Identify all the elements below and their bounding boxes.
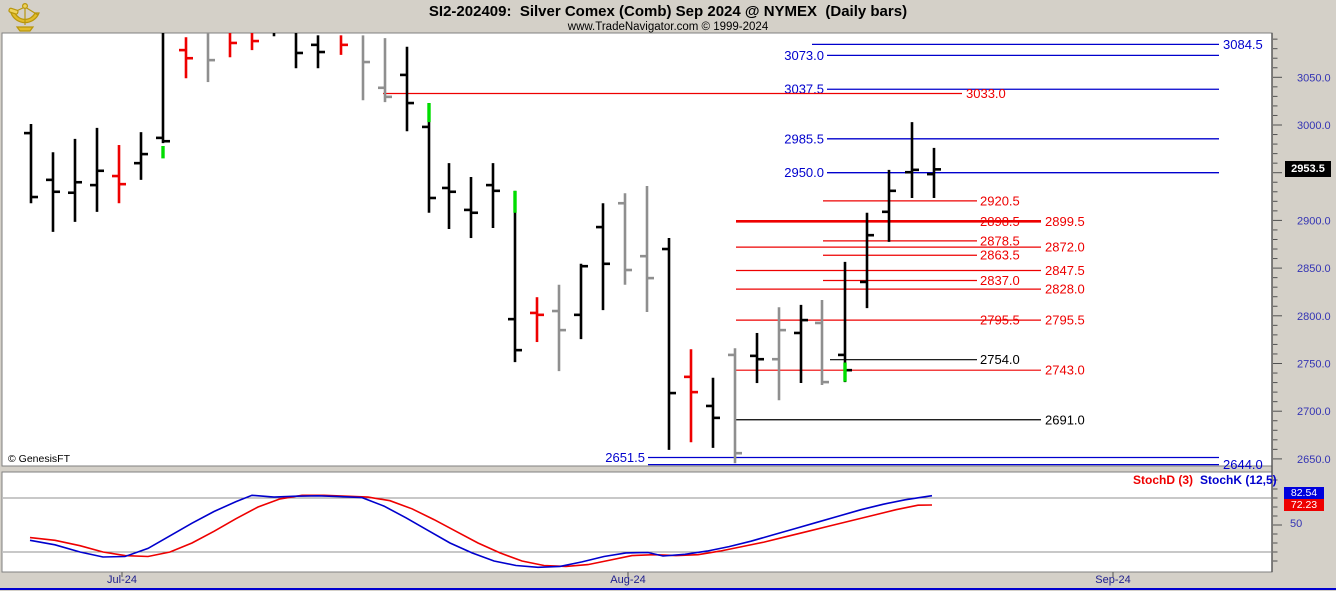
- price-bar: [228, 33, 237, 58]
- level-label: 2950.0: [784, 165, 824, 180]
- bottom-accent-line: [0, 588, 1336, 590]
- price-panel[interactable]: [1, 32, 1273, 467]
- date-axis-label: Jul-24: [107, 574, 137, 586]
- price-bar: [596, 203, 610, 311]
- price-bar: [684, 349, 698, 443]
- level-label: 2651.5: [605, 450, 645, 465]
- current-price-badge: 2953.5: [1285, 161, 1331, 177]
- price-bar: [530, 297, 544, 343]
- level-label: 2985.5: [784, 131, 824, 146]
- price-bar: [24, 124, 38, 204]
- price-bar: [838, 261, 852, 383]
- chart-title: SI2-202409: Silver Comex (Comb) Sep 2024…: [428, 3, 908, 20]
- sextant-icon: [8, 2, 40, 32]
- price-bar: [618, 193, 632, 285]
- price-bar: [442, 163, 456, 229]
- price-bar: [68, 138, 82, 222]
- price-axis-tick-label: 2850.0: [1297, 263, 1331, 275]
- price-bar: [794, 304, 808, 384]
- stoch-panel[interactable]: [1, 471, 1273, 573]
- chart-subtitle: www.TradeNavigator.com © 1999-2024: [567, 21, 769, 33]
- level-label: 2754.0: [980, 352, 1020, 367]
- price-bar: [206, 33, 215, 83]
- price-bar: [728, 348, 742, 464]
- price-bar: [662, 238, 676, 450]
- price-bar: [772, 307, 786, 401]
- price-bar: [250, 33, 259, 51]
- price-axis-tick-label: 2800.0: [1297, 311, 1331, 323]
- price-bar: [400, 46, 414, 132]
- price-axis-tick-label: 2650.0: [1297, 454, 1331, 466]
- price-bar: [361, 35, 370, 101]
- price-bar: [882, 169, 896, 242]
- level-label: 2847.5: [1045, 263, 1085, 278]
- level-label: 2898.5: [980, 214, 1020, 229]
- price-bar: [294, 33, 303, 69]
- stochd-value-badge: 72.23: [1284, 499, 1324, 511]
- price-bar: [905, 122, 919, 198]
- level-label: 2878.5: [980, 233, 1020, 248]
- level-label: 2828.0: [1045, 282, 1085, 297]
- genesis-copyright: © GenesisFT: [8, 453, 71, 465]
- level-label: 2795.5: [980, 313, 1020, 328]
- price-bar: [46, 152, 60, 232]
- level-label: 2837.0: [980, 273, 1020, 288]
- stoch-mid-tick-label: 50: [1290, 518, 1303, 530]
- stoch-panel-content: [3, 479, 1282, 569]
- stochd-legend-label: StochD (3): [1133, 473, 1193, 487]
- price-bar: [706, 377, 720, 448]
- level-label: 2920.5: [980, 193, 1020, 208]
- level-label: 2691.0: [1045, 412, 1085, 427]
- level-label: 3084.5: [1223, 37, 1263, 52]
- price-bar: [112, 145, 126, 204]
- price-bar: [815, 300, 829, 385]
- price-axis-tick-label: 2750.0: [1297, 359, 1331, 371]
- level-label: 2644.0: [1223, 457, 1263, 472]
- price-bar: [927, 147, 941, 198]
- date-axis: [121, 572, 1114, 577]
- price-bar: [422, 103, 436, 213]
- date-axis-label: Aug-24: [610, 574, 646, 586]
- level-label: 2899.5: [1045, 214, 1085, 229]
- stochd-line: [29, 494, 933, 568]
- price-axis-tick-label: 3000.0: [1297, 120, 1331, 132]
- level-label: 2795.5: [1045, 313, 1085, 328]
- level-label: 2863.5: [980, 248, 1020, 263]
- stochk-legend-label: StochK (12,5): [1200, 473, 1277, 487]
- price-bar: [640, 186, 654, 312]
- date-axis-label: Sep-24: [1095, 574, 1131, 586]
- price-bar: [508, 190, 522, 363]
- price-axis-tick-label: 3050.0: [1297, 72, 1331, 84]
- stochk-value-badge: 82.54: [1284, 487, 1324, 499]
- price-axis: 3050.03000.02950.02900.02850.02800.02750…: [1273, 38, 1331, 466]
- price-bar: [574, 263, 588, 340]
- price-bar: [860, 212, 874, 309]
- price-bar: [90, 127, 104, 212]
- price-bar: [156, 33, 170, 159]
- price-bar: [179, 37, 193, 79]
- level-label: 3037.5: [784, 82, 824, 97]
- level-label: 3073.0: [784, 48, 824, 63]
- price-axis-tick-label: 2900.0: [1297, 215, 1331, 227]
- level-label: 3033.0: [966, 86, 1006, 101]
- level-lines: 3084.5 3073.0 3037.5 2985.5 2950.0 2651.5 2644…: [383, 37, 1263, 472]
- price-bar: [311, 35, 325, 69]
- price-bars: [24, 33, 941, 464]
- price-bar: [464, 176, 478, 239]
- price-bar: [378, 38, 392, 103]
- price-bar: [134, 132, 148, 180]
- price-axis-tick-label: 2700.0: [1297, 406, 1331, 418]
- price-bar: [339, 35, 348, 55]
- price-bar: [552, 284, 566, 372]
- stochk-line: [29, 494, 933, 569]
- price-bar: [486, 163, 500, 229]
- price-bar: [750, 332, 764, 384]
- level-label: 2872.0: [1045, 240, 1085, 255]
- level-label: 2743.0: [1045, 363, 1085, 378]
